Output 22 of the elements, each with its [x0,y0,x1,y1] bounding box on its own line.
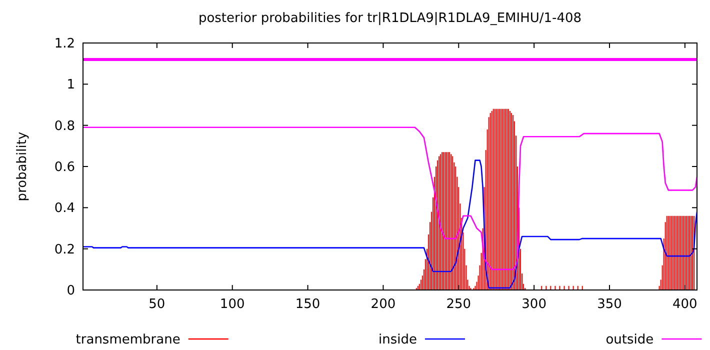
x-tick-label: 300 [522,297,546,312]
y-tick-label: 0.2 [54,242,75,258]
x-tick-label: 400 [672,297,698,312]
x-tick-label: 200 [370,297,396,312]
y-tick-label: 1.2 [54,36,75,52]
x-tick-label: 350 [597,297,622,312]
line-series [83,126,697,270]
y-tick-label: 0.4 [54,201,75,216]
y-tick-label: 1 [66,78,75,93]
legend-label: outside [606,332,654,348]
legend-label: transmembrane [76,332,180,348]
chart-title: posterior probabilities for tr|R1DLA9|R1DLA9_EMIHU/1-408 [198,11,582,26]
y-tick-label: 0.6 [54,160,75,176]
legend-label: inside [378,332,417,348]
x-tick-label: 100 [220,297,245,312]
x-tick-label: 150 [295,297,320,312]
x-tick-label: 250 [446,297,472,312]
y-tick-label: 0 [66,284,75,299]
line-series [83,160,697,289]
x-tick-label: 50 [148,297,166,312]
y-axis-title: probability [15,132,30,202]
y-tick-label: 0.8 [54,118,75,134]
